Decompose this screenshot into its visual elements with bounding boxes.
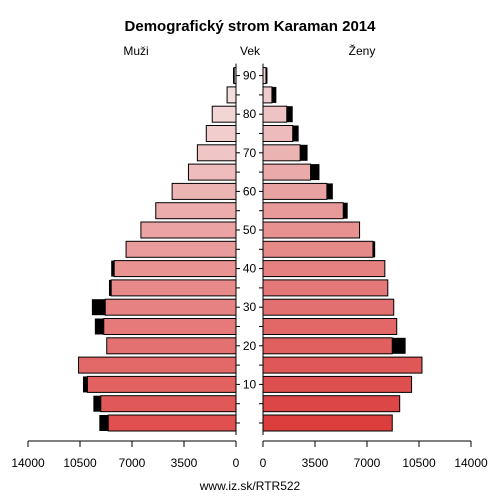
male-bar <box>125 240 237 258</box>
age-tick-label: 80 <box>243 107 257 121</box>
female-extra-bar <box>286 106 293 123</box>
center-label: Vek <box>240 44 261 58</box>
age-tick-label: 40 <box>243 262 257 276</box>
x-tick-label-right: 0 <box>260 456 267 470</box>
female-extra-bar <box>310 164 320 181</box>
male-bar <box>86 375 237 393</box>
male-bar <box>155 202 237 220</box>
male-bar <box>140 221 237 239</box>
x-tick-label-right: 3500 <box>302 456 329 470</box>
female-bar <box>262 337 393 355</box>
male-bar <box>211 105 237 123</box>
female-bar <box>262 105 288 123</box>
female-bar <box>262 356 423 374</box>
age-axis: 10 20 30 40 50 60 70 80 90 <box>235 63 264 435</box>
age-tick-label: 50 <box>243 223 257 237</box>
female-bar <box>262 86 273 104</box>
female-bar <box>262 221 361 239</box>
male-bar <box>226 86 237 104</box>
female-extra-bar <box>265 67 268 84</box>
female-bar <box>262 144 301 162</box>
female-bar <box>262 414 393 432</box>
age-tick-label: 60 <box>243 184 257 198</box>
female-bar <box>262 395 401 413</box>
male-bar <box>196 144 237 162</box>
male-bar <box>104 298 237 316</box>
x-axis: 14000 10500 7000 3500 0 0 3500 7000 10500 14000 <box>11 440 488 470</box>
left-label: Muži <box>123 44 148 58</box>
female-bar <box>262 298 395 316</box>
female-bar <box>262 182 328 200</box>
age-tick-label: 30 <box>243 300 257 314</box>
male-bars <box>78 67 237 432</box>
male-bar <box>205 125 237 142</box>
male-bar <box>100 395 237 413</box>
male-bar <box>110 279 237 297</box>
x-tick-label-left: 0 <box>233 456 240 470</box>
age-tick-label: 20 <box>243 339 257 353</box>
female-bar <box>262 279 389 297</box>
male-bar <box>171 182 237 200</box>
age-tick-label: 70 <box>243 146 257 160</box>
female-bar <box>262 125 294 142</box>
x-tick-label-left: 10500 <box>63 456 97 470</box>
footer-url: www.iz.sk/RTR522 <box>199 479 301 493</box>
male-extra-bar <box>82 376 88 393</box>
x-tick-label-right: 14000 <box>454 456 488 470</box>
male-bar <box>78 356 237 374</box>
x-tick-label-right: 10500 <box>402 456 436 470</box>
female-extra-bar <box>271 86 277 103</box>
age-tick-label: 10 <box>243 377 257 391</box>
male-bar <box>113 260 237 278</box>
female-extra-bar <box>292 125 299 142</box>
male-extra-bar <box>233 67 235 84</box>
male-bar <box>106 337 237 355</box>
female-bar <box>262 240 374 258</box>
female-extra-bar <box>392 337 406 354</box>
male-extra-bar <box>111 260 115 277</box>
female-bar <box>262 375 413 393</box>
female-bar <box>262 163 312 181</box>
female-bar <box>262 260 386 278</box>
age-tick-label: 90 <box>243 69 257 83</box>
female-bar <box>262 202 344 220</box>
female-bar <box>262 318 398 335</box>
x-tick-label-right: 7000 <box>354 456 381 470</box>
female-extra-bar <box>300 144 308 161</box>
female-extra-bar <box>326 183 333 200</box>
female-bars <box>262 67 423 432</box>
male-extra-bar <box>91 299 106 316</box>
male-extra-bar <box>99 415 109 431</box>
male-bar <box>103 318 237 335</box>
chart-title: Demografický strom Karaman 2014 <box>125 18 377 35</box>
male-extra-bar <box>93 395 101 412</box>
right-label: Ženy <box>349 43 376 58</box>
x-tick-label-left: 7000 <box>119 456 146 470</box>
x-tick-label-left: 14000 <box>11 456 45 470</box>
male-bar <box>187 163 237 181</box>
female-extra-bar <box>343 202 348 219</box>
male-extra-bar <box>108 279 112 296</box>
x-tick-label-left: 3500 <box>171 456 198 470</box>
male-bar <box>107 414 237 432</box>
male-extra-bar <box>94 318 104 335</box>
female-extra-bar <box>372 241 376 258</box>
